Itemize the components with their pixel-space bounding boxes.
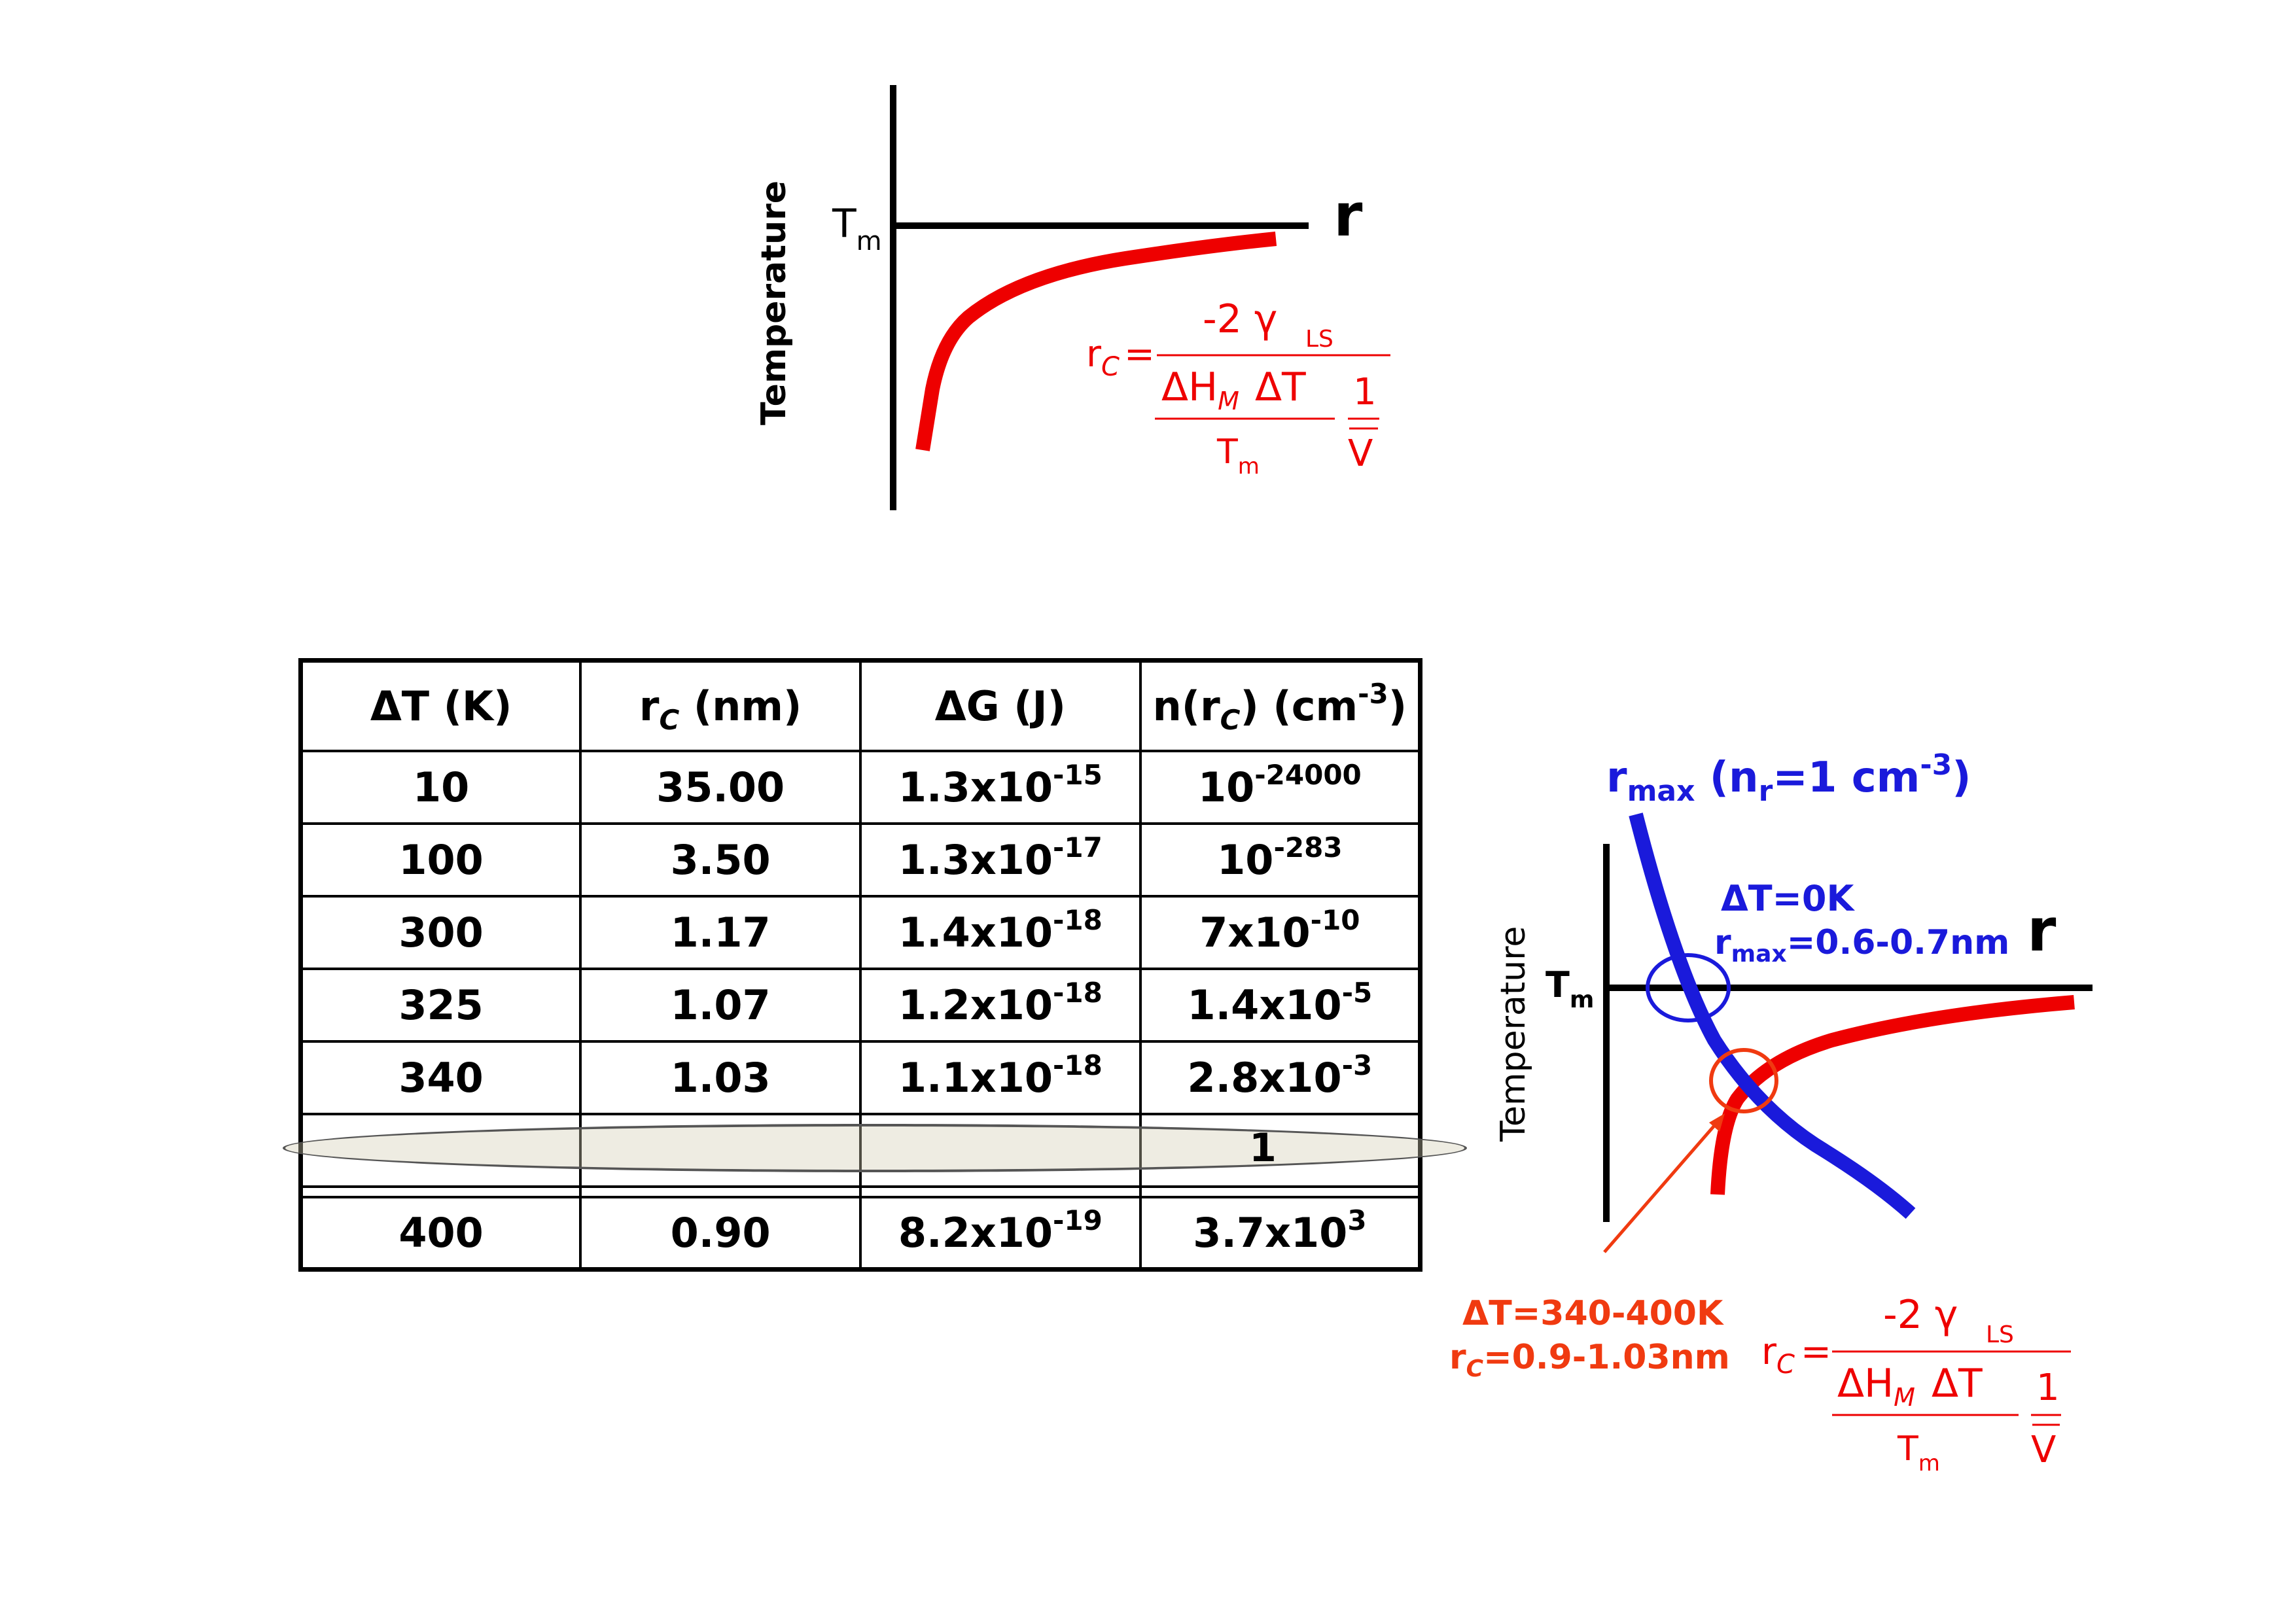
dt0-label: ΔT=0K bbox=[1721, 878, 1855, 919]
header-rc: rC (nm) bbox=[579, 659, 862, 752]
svg-text:V: V bbox=[2031, 1429, 2056, 1471]
header-n: n(rC) (cm-3) bbox=[1139, 659, 1422, 752]
cell-dg: 1.2x10-18 bbox=[859, 967, 1142, 1043]
cell-dg: 1.3x10-17 bbox=[859, 822, 1142, 898]
table-row: 10 35.00 1.3x10-15 10-24000 bbox=[299, 749, 1422, 825]
cell-dg: 1.1x10-18 bbox=[859, 1039, 1142, 1115]
svg-text:ΔHM: ΔHM bbox=[1837, 1361, 1915, 1412]
header-dt: ΔT (K) bbox=[299, 659, 582, 752]
table-row: 300 1.17 1.4x10-18 7x10-10 bbox=[299, 894, 1422, 970]
cell-n: 10-283 bbox=[1139, 822, 1422, 898]
dt-range-label: ΔT=340-400K bbox=[1462, 1294, 1724, 1333]
top-rc-formula: rC = -2 γ LS ΔHM ΔT Tm 1 V bbox=[1086, 296, 1390, 480]
right-y-label: Temperature bbox=[1494, 926, 1533, 1142]
svg-text:ΔT: ΔT bbox=[1255, 364, 1306, 410]
dt0-circle bbox=[1646, 953, 1731, 1022]
cell-dt: 10 bbox=[299, 749, 582, 825]
right-tm-label: Tm bbox=[1545, 964, 1594, 1013]
data-table: ΔT (K) rC (nm) ΔG (J) n(rC) (cm-3) 10 35… bbox=[298, 658, 1422, 1272]
right-rc-formula: rC = -2 γ LS ΔHM ΔT Tm 1 V bbox=[1761, 1292, 2071, 1476]
cell-dt: 325 bbox=[299, 967, 582, 1043]
svg-text:rC: rC bbox=[1761, 1331, 1795, 1380]
right-rc-curve bbox=[1710, 995, 2075, 1195]
cell-dt: 340 bbox=[299, 1039, 582, 1115]
right-r-label: r bbox=[2027, 896, 2057, 965]
cell-rc: 1.07 bbox=[579, 967, 862, 1043]
svg-text:rC: rC bbox=[1086, 333, 1120, 382]
svg-text:LS: LS bbox=[1986, 1321, 2014, 1348]
cell-rc: 35.00 bbox=[579, 749, 862, 825]
cell-dg: 1.3x10-15 bbox=[859, 749, 1142, 825]
svg-text:=: = bbox=[1801, 1331, 1831, 1373]
table-row-spacer bbox=[299, 1185, 1422, 1198]
highlight-row-value: 1 bbox=[1249, 1125, 1277, 1171]
cell-n: 2.8x10-3 bbox=[1139, 1039, 1422, 1115]
cell-dt: 100 bbox=[299, 822, 582, 898]
header-dg: ΔG (J) bbox=[859, 659, 1142, 752]
cell-rc: 0.90 bbox=[579, 1195, 862, 1271]
cell-rc: 1.03 bbox=[579, 1039, 862, 1115]
svg-text:ΔT: ΔT bbox=[1932, 1361, 1983, 1406]
svg-text:-2 γ: -2 γ bbox=[1203, 296, 1277, 342]
cell-dg: 1.4x10-18 bbox=[859, 894, 1142, 970]
cell-n: 1.4x10-5 bbox=[1139, 967, 1422, 1043]
rmax-title: rmax (nr=1 cm-3) bbox=[1606, 748, 1971, 808]
svg-text:LS: LS bbox=[1305, 326, 1333, 353]
rc-range-label: rC=0.9-1.03nm bbox=[1449, 1338, 1730, 1382]
cell-n: 10-24000 bbox=[1139, 749, 1422, 825]
cell-dg: 8.2x10-19 bbox=[859, 1195, 1142, 1271]
cell-dt: 400 bbox=[299, 1195, 582, 1271]
table-row: 325 1.07 1.2x10-18 1.4x10-5 bbox=[299, 967, 1422, 1043]
table-header-row: ΔT (K) rC (nm) ΔG (J) n(rC) (cm-3) bbox=[299, 659, 1422, 752]
cell-rc: 3.50 bbox=[579, 822, 862, 898]
cell-dt: 300 bbox=[299, 894, 582, 970]
svg-text:-2 γ: -2 γ bbox=[1883, 1292, 1958, 1338]
cell-rc: 1.17 bbox=[579, 894, 862, 970]
svg-text:Tm: Tm bbox=[1897, 1429, 1940, 1476]
top-r-label: r bbox=[1333, 181, 1363, 250]
svg-text:1: 1 bbox=[1353, 371, 1377, 413]
annotation-arrow bbox=[1603, 1121, 1719, 1253]
right-rmax-curve bbox=[1629, 812, 1916, 1219]
rmax-value: rmax=0.6-0.7nm bbox=[1714, 923, 2009, 968]
intersection-circle bbox=[1709, 1048, 1778, 1113]
svg-text:=: = bbox=[1124, 333, 1155, 375]
table-row: 100 3.50 1.3x10-17 10-283 bbox=[299, 822, 1422, 898]
top-rc-curve bbox=[915, 232, 1277, 451]
cell-n: 3.7x103 bbox=[1139, 1195, 1422, 1271]
table-row: 340 1.03 1.1x10-18 2.8x10-3 bbox=[299, 1039, 1422, 1115]
svg-text:V: V bbox=[1348, 432, 1373, 475]
svg-text:ΔHM: ΔHM bbox=[1161, 364, 1239, 415]
table-row: 400 0.90 8.2x10-19 3.7x103 bbox=[299, 1195, 1422, 1271]
top-y-label: Temperature bbox=[754, 181, 794, 425]
svg-text:1: 1 bbox=[2036, 1367, 2060, 1409]
top-tm-label: Tm bbox=[832, 201, 882, 256]
cell-n: 7x10-10 bbox=[1139, 894, 1422, 970]
svg-text:Tm: Tm bbox=[1216, 432, 1260, 480]
